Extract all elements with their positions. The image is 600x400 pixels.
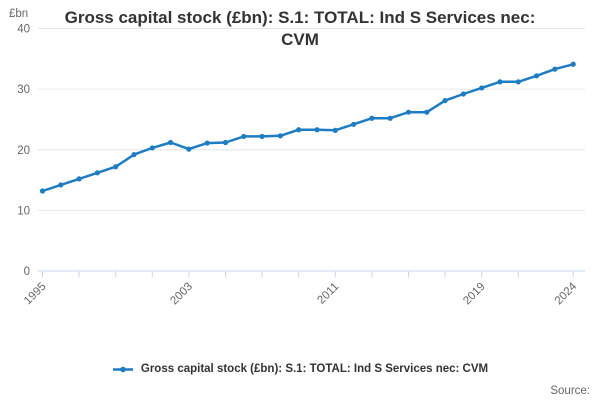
data-point (76, 176, 82, 182)
x-tick-label: 1995 (22, 281, 49, 308)
data-point (314, 127, 320, 133)
data-point (369, 115, 375, 121)
data-line (41, 63, 575, 193)
line-chart: £bn 0 10 20 30 40 1995 2003 2011 2019 2024 (9, 8, 585, 308)
y-tick-label: 0 (24, 266, 30, 278)
data-point (460, 91, 466, 97)
y-tick-label: 20 (17, 145, 30, 157)
gridlines: 0 10 20 30 40 (17, 24, 585, 278)
data-point (552, 66, 558, 72)
data-point (534, 73, 540, 79)
y-tick-label: 30 (17, 84, 30, 96)
data-point (58, 182, 64, 188)
y-tick-label: 10 (17, 205, 30, 217)
data-point (424, 109, 430, 115)
legend-label: Gross capital stock (£bn): S.1: TOTAL: I… (140, 363, 489, 375)
y-tick-label: 40 (17, 24, 30, 36)
x-axis: 1995 2003 2011 2019 2024 (22, 270, 585, 308)
data-series (39, 61, 576, 194)
y-axis-unit-label: £bn (9, 8, 28, 20)
data-point (241, 133, 247, 140)
x-tick-label: 2003 (168, 281, 195, 308)
data-point (570, 61, 576, 67)
data-point (259, 133, 265, 140)
data-point (149, 145, 155, 151)
x-tick-label: 2011 (315, 281, 341, 307)
legend: Gross capital stock (£bn): S.1: TOTAL: I… (0, 363, 600, 375)
data-point (277, 133, 283, 139)
x-tick-label: 2024 (553, 280, 580, 307)
data-point (405, 109, 412, 115)
data-point (186, 146, 192, 152)
data-point (94, 170, 100, 176)
x-tick-label: 2019 (461, 281, 488, 308)
data-point (497, 79, 503, 85)
source-note: Source: (550, 385, 590, 397)
data-point (515, 79, 521, 85)
data-point (222, 139, 229, 146)
data-point (113, 164, 119, 170)
data-point (479, 85, 485, 91)
data-point (387, 115, 393, 121)
data-point (131, 152, 137, 158)
data-point (296, 127, 302, 133)
data-point (442, 98, 448, 104)
data-point (204, 140, 210, 146)
legend-line-marker-icon (112, 366, 133, 372)
data-point (332, 127, 338, 133)
data-point (351, 121, 357, 127)
data-point (39, 188, 46, 194)
chart-title: Gross capital stock (£bn): S.1: TOTAL: I… (64, 8, 536, 50)
data-point (168, 139, 174, 146)
